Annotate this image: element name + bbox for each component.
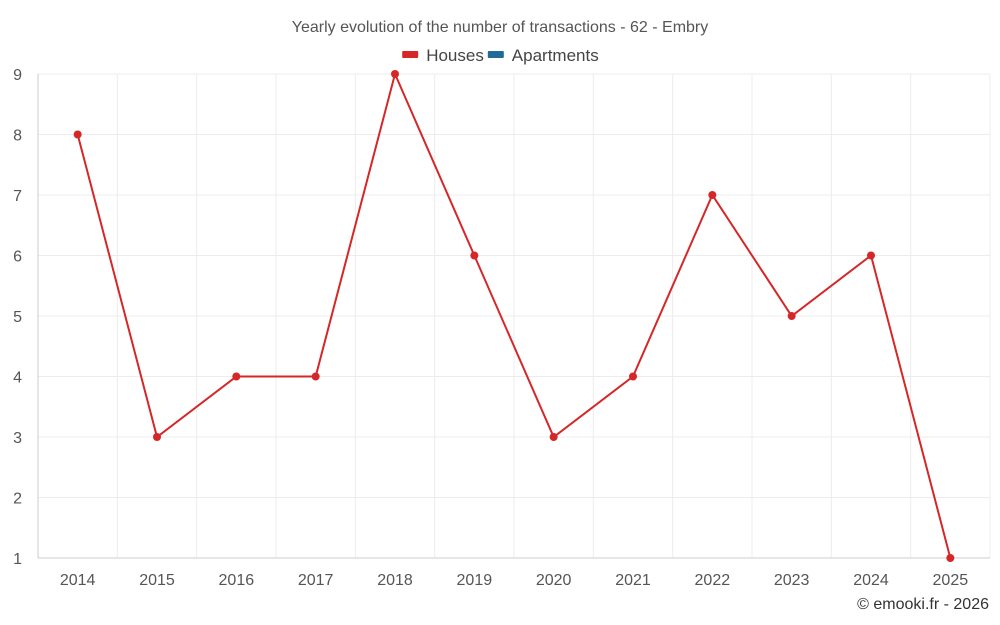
data-point-houses-2015[interactable] — [153, 433, 161, 441]
x-tick-label: 2021 — [615, 572, 651, 589]
y-tick-label: 2 — [13, 491, 22, 508]
data-point-houses-2022[interactable] — [708, 191, 717, 199]
x-tick-label: 2018 — [377, 572, 413, 589]
credit-text: © emooki.fr - 2026 — [857, 596, 989, 613]
x-tick-label: 2015 — [139, 572, 175, 589]
x-tick-label: 2022 — [695, 572, 731, 589]
y-tick-label: 9 — [13, 67, 22, 84]
y-tick-label: 3 — [13, 430, 22, 447]
y-tick-label: 1 — [13, 551, 22, 568]
data-point-houses-2018[interactable] — [391, 70, 399, 78]
legend-label-apartments: Apartments — [512, 46, 599, 65]
y-tick-label: 7 — [13, 188, 22, 205]
data-point-houses-2017[interactable] — [311, 372, 320, 381]
legend-swatch-apartments — [487, 51, 504, 58]
y-tick-label: 8 — [13, 128, 22, 145]
x-tick-label: 2023 — [774, 572, 810, 589]
legend-item-apartments[interactable]: Apartments — [487, 46, 599, 65]
x-tick-label: 2014 — [60, 572, 96, 589]
x-tick-label: 2016 — [219, 572, 255, 589]
data-point-houses-2025[interactable] — [946, 554, 955, 562]
tick-labels: 1 2 3 4 5 6 7 8 9 2014 2015 2016 2017 2018 2019 2020 202… — [13, 67, 968, 589]
axes — [37, 74, 990, 559]
y-tick-label: 6 — [13, 249, 22, 266]
y-tick-label: 5 — [13, 309, 22, 326]
data-point-houses-2016[interactable] — [232, 372, 241, 381]
x-tick-label: 2025 — [933, 572, 969, 589]
chart-title: Yearly evolution of the number of transa… — [292, 19, 709, 36]
series — [73, 70, 955, 562]
data-point-houses-2024[interactable] — [867, 251, 875, 260]
x-tick-label: 2024 — [853, 572, 889, 589]
data-point-houses-2020[interactable] — [549, 433, 558, 441]
series-line-houses — [76, 70, 952, 559]
legend: Houses Apartments — [402, 46, 599, 65]
y-tick-label: 4 — [13, 370, 22, 387]
data-point-houses-2021[interactable] — [629, 372, 637, 381]
legend-swatch-houses — [402, 51, 419, 58]
legend-item-houses[interactable]: Houses — [402, 46, 484, 65]
legend-label-houses: Houses — [426, 46, 484, 65]
data-point-houses-2023[interactable] — [787, 312, 796, 320]
grid — [37, 73, 991, 559]
data-point-houses-2014[interactable] — [73, 130, 82, 139]
x-tick-label: 2020 — [536, 572, 572, 589]
data-point-houses-2019[interactable] — [470, 251, 479, 260]
x-tick-label: 2017 — [298, 572, 334, 589]
x-tick-label: 2019 — [457, 572, 493, 589]
